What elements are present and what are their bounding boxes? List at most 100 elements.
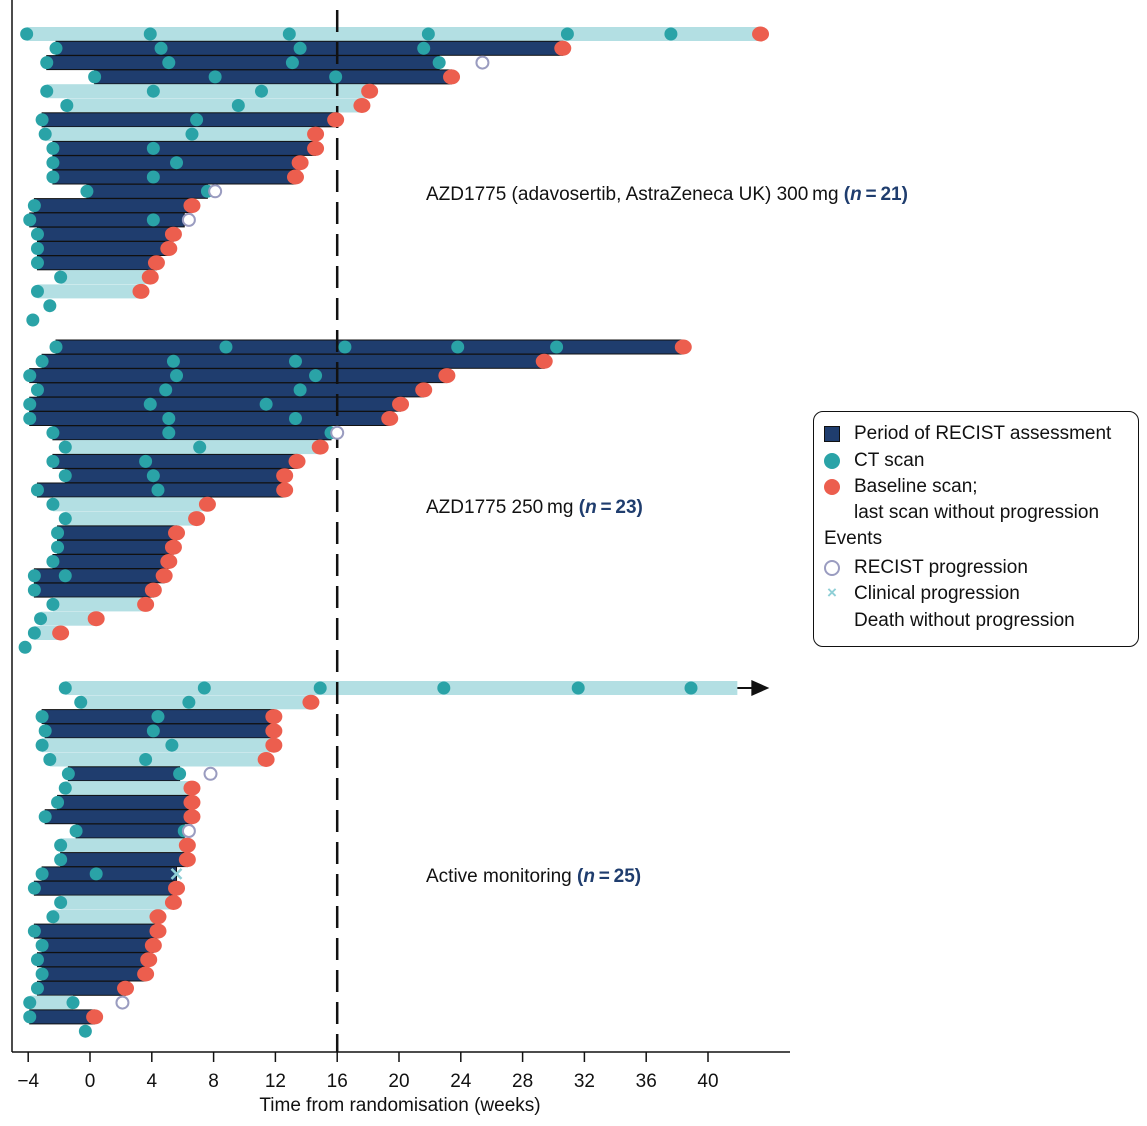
bar-light xyxy=(52,497,208,512)
baseline-scan-point xyxy=(752,26,770,42)
bar-recist xyxy=(75,823,185,839)
bar-light xyxy=(60,270,151,285)
ct-scan-point xyxy=(560,27,574,41)
baseline-scan-point xyxy=(137,966,155,982)
bar-light xyxy=(26,27,761,41)
ct-scan-point xyxy=(288,412,302,425)
ct-scan-point xyxy=(27,569,41,583)
recist-progression-point xyxy=(115,995,130,1010)
baseline-scan-point xyxy=(137,596,155,612)
ct-scan-point xyxy=(46,156,60,170)
ct-scan-point xyxy=(46,426,60,440)
x-axis-title: Time from randomisation (weeks) xyxy=(259,1095,540,1116)
baseline-scan-point xyxy=(438,368,456,384)
baseline-scan-point xyxy=(155,568,173,584)
bar-recist xyxy=(52,169,296,185)
bar-recist xyxy=(52,140,317,156)
ct-scan-point xyxy=(46,597,60,611)
ct-scan-point xyxy=(88,70,102,84)
group-label: AZD1775 (adavosertib, AstraZeneca UK) 30… xyxy=(426,184,908,205)
ct-scan-point xyxy=(49,41,63,55)
baseline-scan-point xyxy=(276,468,294,484)
baseline-scan-point xyxy=(554,40,572,56)
baseline-scan-point xyxy=(674,339,692,355)
ct-scan-point xyxy=(285,56,299,70)
legend-cross-icon: × xyxy=(827,583,837,602)
ct-scan-point xyxy=(664,27,678,41)
ct-scan-point xyxy=(338,340,352,354)
ct-scan-point xyxy=(293,41,307,55)
baseline-scan-point xyxy=(149,909,167,925)
ct-scan-point xyxy=(550,340,564,354)
bar-recist xyxy=(33,568,165,584)
recist-progression-point xyxy=(181,212,196,227)
bar-light xyxy=(46,84,370,99)
ct-scan-point xyxy=(58,569,72,583)
clinical-progression-point xyxy=(170,868,183,880)
baseline-scan-point xyxy=(535,353,553,369)
baseline-scan-point xyxy=(392,396,410,412)
bar-light xyxy=(40,611,97,626)
ct-scan-point xyxy=(46,910,60,924)
baseline-scan-point xyxy=(132,283,150,299)
legend-label: Events xyxy=(824,528,883,549)
ct-scan-point xyxy=(146,84,160,98)
baseline-scan-point xyxy=(198,496,216,512)
bar-light xyxy=(42,738,274,753)
ct-scan-point xyxy=(46,555,60,568)
bar-light xyxy=(52,597,146,612)
baseline-scan-point xyxy=(381,411,399,426)
ct-scan-point xyxy=(162,426,176,440)
baseline-scan-point xyxy=(257,752,275,767)
baseline-scan-point xyxy=(353,98,371,113)
bar-recist xyxy=(36,241,170,256)
ct-scan-point xyxy=(46,454,60,468)
ct-scan-point xyxy=(170,369,184,383)
ct-scan-point xyxy=(162,56,176,70)
ct-scan-point xyxy=(35,354,49,368)
ct-scan-point xyxy=(146,469,160,483)
baseline-scan-point xyxy=(160,554,178,569)
baseline-scan-point xyxy=(286,169,304,185)
ct-scan-point xyxy=(182,695,196,709)
bar-recist xyxy=(86,183,208,199)
ct-scan-point xyxy=(151,483,165,497)
bar-light xyxy=(49,752,267,767)
ct-scan-point xyxy=(259,397,273,411)
ct-scan-point xyxy=(162,412,176,425)
recist-progression-point xyxy=(203,766,218,781)
legend-label: Death without progression xyxy=(854,610,1075,631)
ct-scan-point xyxy=(54,896,68,909)
ct-scan-point xyxy=(35,710,49,724)
group-labels: AZD1775 (adavosertib, AstraZeneca UK) 30… xyxy=(426,184,908,887)
bar-light xyxy=(29,995,74,1010)
bar-recist xyxy=(52,554,170,569)
baseline-scan-point xyxy=(168,525,186,541)
ct-scan-point xyxy=(40,56,54,70)
ct-scan-point xyxy=(30,284,44,298)
bar-recist xyxy=(33,880,178,896)
ct-scan-point xyxy=(74,695,88,709)
bar-recist xyxy=(36,980,127,996)
bar-recist xyxy=(94,69,453,85)
ct-scan-point xyxy=(197,681,211,695)
bar-recist xyxy=(55,339,684,355)
bar-light xyxy=(65,511,197,526)
ct-scan-point xyxy=(170,156,184,170)
ct-scan-point xyxy=(329,70,343,84)
ct-scan-point xyxy=(43,753,57,766)
legend-label: last scan without progression xyxy=(854,502,1100,523)
ct-scan-point xyxy=(23,412,37,425)
ct-scan-point xyxy=(30,256,44,270)
bar-recist xyxy=(57,539,174,555)
bar-recist xyxy=(60,852,188,868)
ct-scan-point xyxy=(38,127,52,141)
ct-scan-point xyxy=(219,340,233,354)
legend-label: Baseline scan; xyxy=(854,476,978,497)
ct-scan-point xyxy=(35,867,49,881)
baseline-scan-point xyxy=(443,69,461,85)
ct-scan-point xyxy=(35,938,49,952)
baseline-scan-point xyxy=(52,625,70,641)
ct-scan-point xyxy=(43,299,57,313)
ct-scan-point xyxy=(35,113,49,127)
